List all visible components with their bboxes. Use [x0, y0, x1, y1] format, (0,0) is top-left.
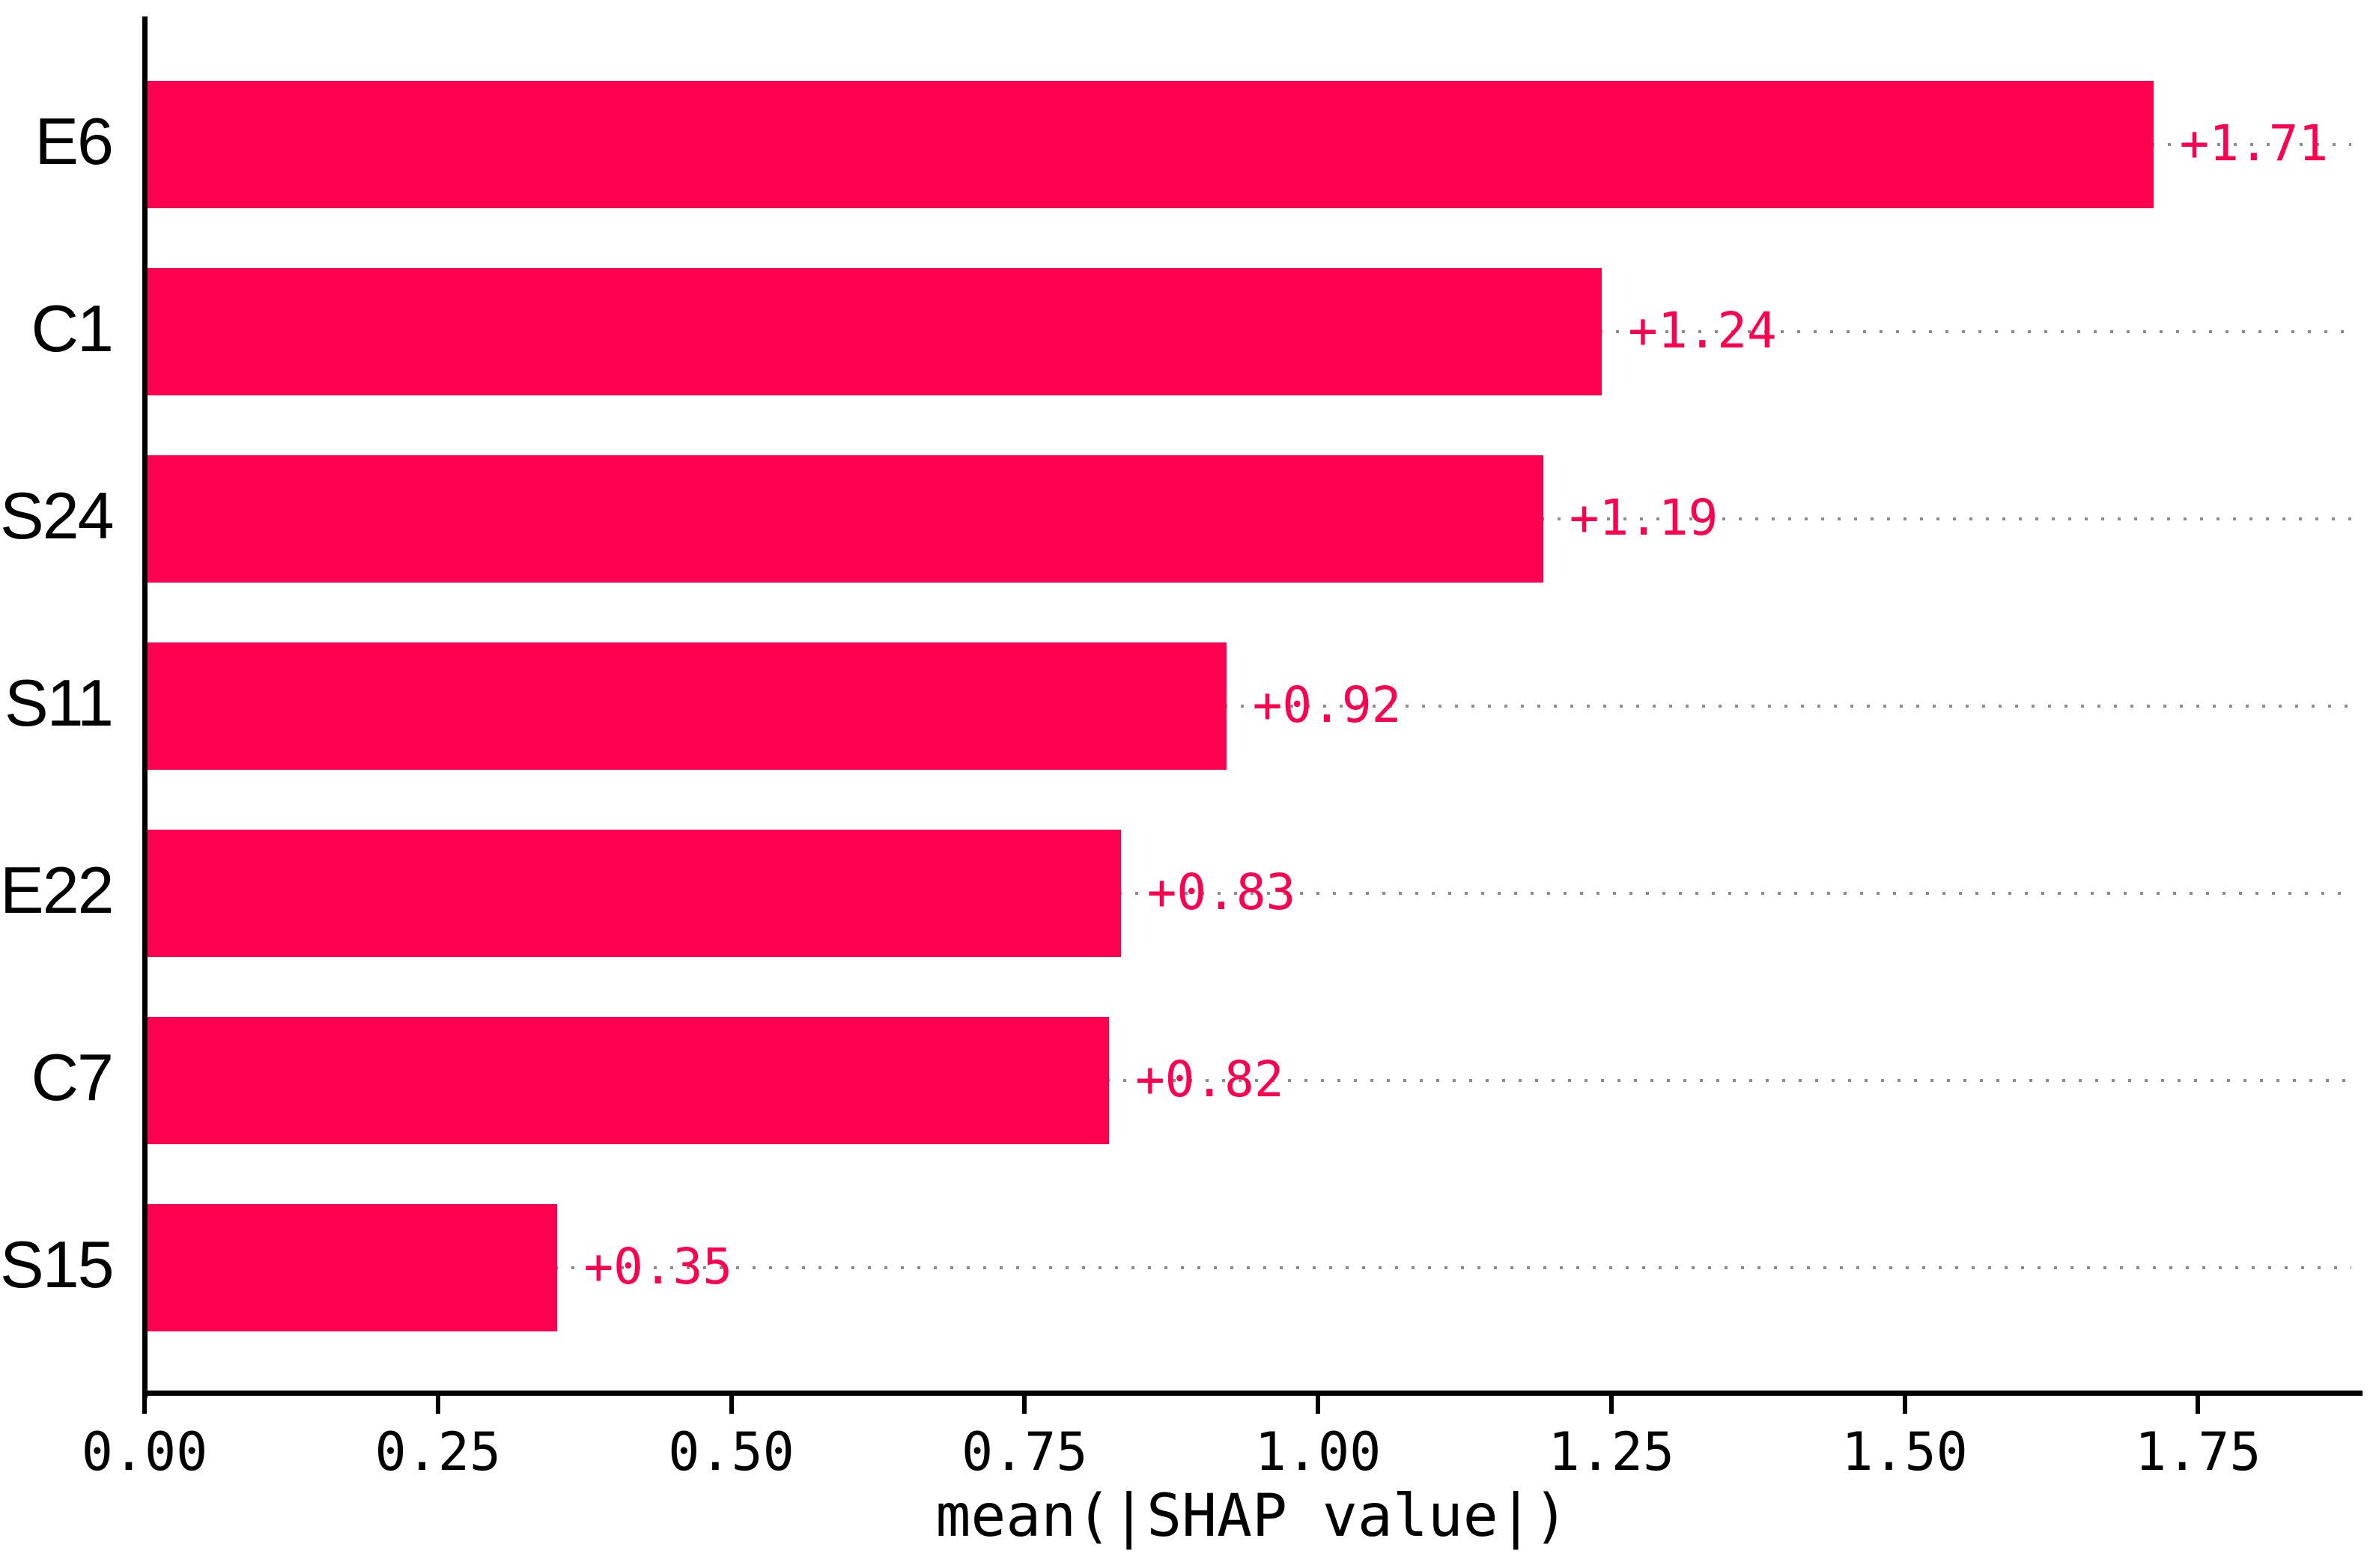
- x-tick-label: 0.00: [81, 1421, 208, 1483]
- x-tick-label: 1.00: [1254, 1421, 1382, 1483]
- value-label: +0.83: [1146, 863, 1296, 921]
- x-tick-label: 0.50: [668, 1421, 794, 1483]
- bar: [147, 268, 1602, 395]
- leader-dotted-line: [555, 1266, 2351, 1269]
- bar: [147, 1017, 1109, 1144]
- category-label: S24: [0, 478, 115, 553]
- value-label: +0.35: [583, 1237, 733, 1295]
- x-tick: [435, 1393, 440, 1414]
- value-label: +1.71: [2179, 114, 2329, 172]
- x-tick: [1022, 1393, 1027, 1414]
- bar: [147, 455, 1543, 583]
- x-tick-label: 0.75: [961, 1421, 1088, 1483]
- value-label: +1.19: [1569, 488, 1719, 547]
- bar: [147, 1204, 558, 1331]
- x-tick: [2196, 1393, 2201, 1414]
- y-axis-spine: [142, 16, 148, 1398]
- leader-dotted-line: [1118, 892, 2351, 895]
- x-tick: [1608, 1393, 1614, 1414]
- leader-dotted-line: [1106, 1079, 2351, 1082]
- bar: [147, 81, 2154, 208]
- category-label: C1: [31, 291, 115, 365]
- x-tick-label: 1.25: [1548, 1421, 1675, 1483]
- x-tick-label: 1.50: [1841, 1421, 1968, 1483]
- leader-dotted-line: [1540, 517, 2351, 520]
- x-tick-label: 1.75: [2134, 1421, 2261, 1483]
- bar: [147, 830, 1121, 957]
- leader-dotted-line: [1224, 705, 2351, 708]
- category-label: E22: [0, 852, 115, 927]
- category-label: C7: [31, 1039, 115, 1114]
- value-label: +1.24: [1628, 301, 1777, 359]
- x-tick: [729, 1393, 734, 1414]
- x-tick-label: 0.25: [374, 1421, 502, 1483]
- category-label: S11: [4, 665, 114, 740]
- x-tick: [1316, 1393, 1320, 1414]
- category-label: E6: [34, 103, 114, 178]
- bar: [147, 642, 1227, 770]
- x-axis-label: mean(|SHAP value|): [935, 1483, 1569, 1550]
- x-tick: [142, 1393, 147, 1414]
- value-label: +0.82: [1134, 1050, 1284, 1108]
- category-label: S15: [0, 1227, 115, 1301]
- x-axis-spine: [142, 1391, 2363, 1396]
- leader-dotted-line: [1599, 330, 2351, 333]
- value-label: +0.92: [1252, 675, 1402, 734]
- x-tick: [1902, 1393, 1907, 1414]
- leader-dotted-line: [2151, 143, 2351, 146]
